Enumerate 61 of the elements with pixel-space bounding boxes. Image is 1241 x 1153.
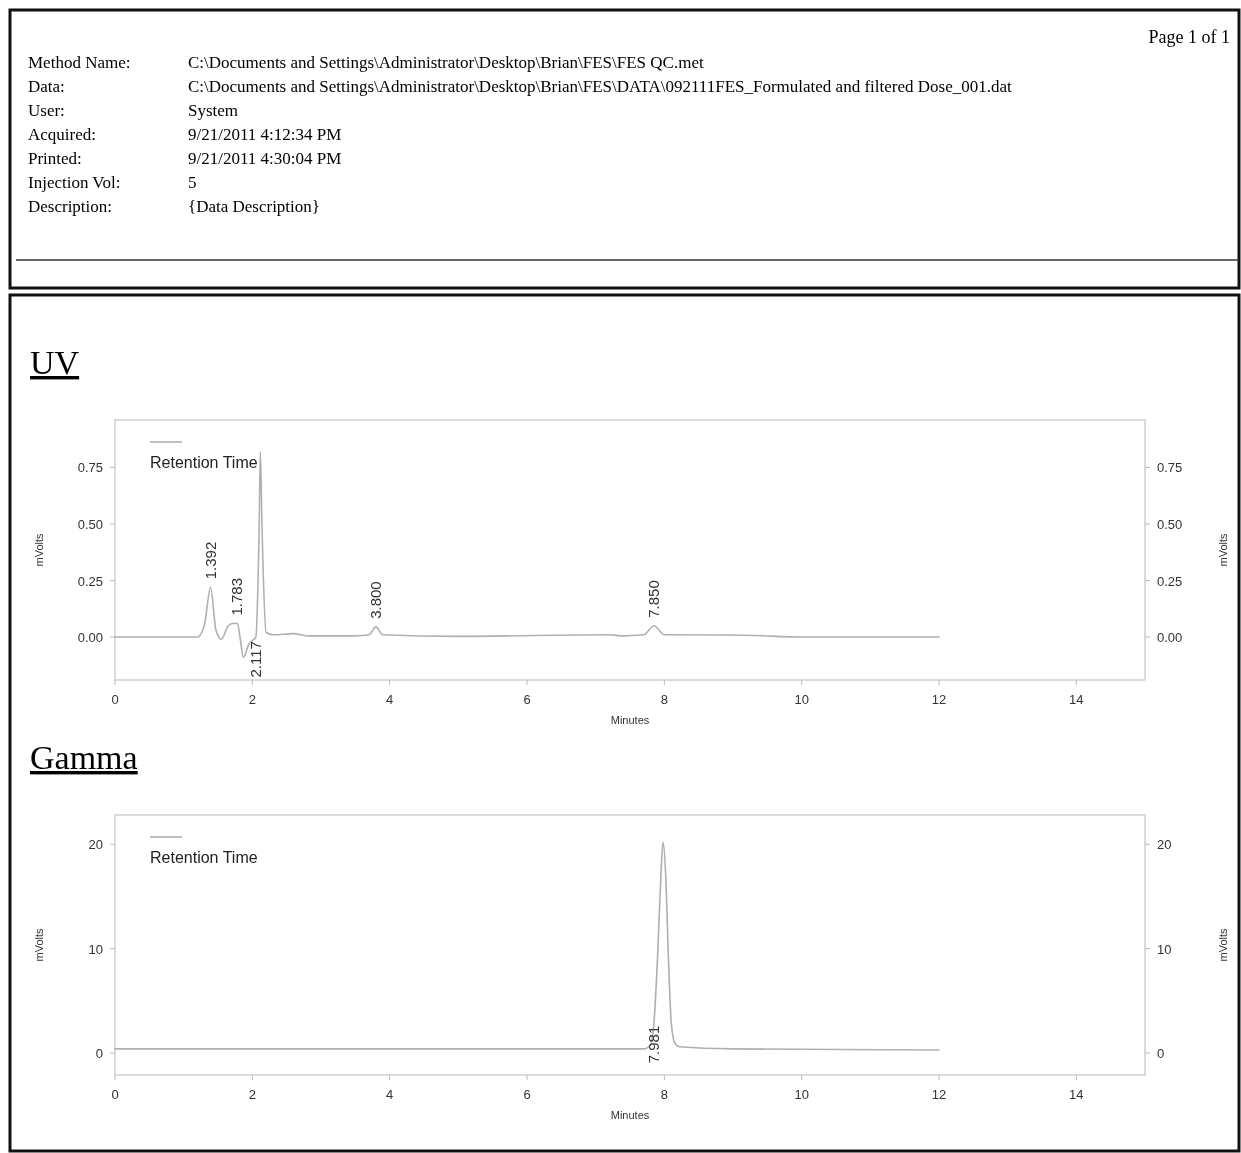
annotation: 3.800	[366, 581, 384, 619]
y2-tick-label: 0.50	[1157, 517, 1183, 532]
y2-tick-label: 0.00	[1157, 630, 1183, 646]
y2-tick-label: 20	[1157, 837, 1172, 853]
text: Acquired:	[28, 125, 96, 144]
x-tick-label: 12	[931, 692, 947, 707]
text: 5	[188, 173, 197, 192]
y-tick-label: 0.75	[77, 460, 103, 476]
text: Data:	[28, 77, 65, 96]
x-axis-title: Minutes	[610, 1109, 650, 1121]
text: 9/21/2011 4:12:34 PM	[188, 125, 342, 144]
annotation: 7.981	[645, 1025, 663, 1064]
annotation: 7.850	[645, 580, 663, 618]
annotation: 1.392	[201, 541, 219, 580]
y-tick-label: 10	[88, 941, 103, 957]
x-tick-label: 8	[660, 1087, 668, 1102]
annotation: 2.117	[246, 641, 264, 678]
text: C:\Documents and Settings\Administrator\Desktop\Brian\FES\DATA\092111FES_Formulated and filtered Dose_001.dat	[188, 77, 1012, 96]
text: C:\Documents and Settings\Administrator\Desktop\Brian\FES\FES QC.met	[188, 53, 704, 72]
y-tick-label: 0	[95, 1046, 103, 1062]
x-tick-label: 6	[523, 692, 531, 707]
y-tick-label: 0.00	[77, 630, 103, 646]
y-axis-title: mVolts	[33, 533, 45, 567]
y-axis-title: mVolts	[33, 928, 45, 962]
x-tick-label: 12	[931, 1087, 947, 1102]
y2-tick-label: 0.75	[1157, 460, 1183, 476]
y-tick-label: 20	[88, 837, 103, 853]
x-tick-label: 14	[1069, 692, 1084, 707]
y2-axis-title: mVolts	[1217, 928, 1229, 962]
legend-label: Retention Time	[150, 454, 258, 471]
x-tick-label: 14	[1069, 1087, 1084, 1102]
y2-axis-title: mVolts	[1217, 533, 1229, 567]
x-tick-label: 8	[660, 692, 668, 707]
x-tick-label: 6	[523, 1087, 531, 1102]
text: Printed:	[28, 149, 82, 168]
y2-tick-label: 0	[1157, 1046, 1165, 1062]
text: {Data Description}	[188, 197, 320, 216]
text: System	[188, 101, 239, 120]
y2-tick-label: 0.25	[1157, 573, 1183, 589]
x-axis-title: Minutes	[610, 714, 650, 726]
text: User:	[28, 101, 65, 120]
text: Method Name:	[28, 53, 131, 72]
x-tick-label: 0	[111, 1087, 119, 1102]
chart-title: UV	[30, 344, 80, 381]
x-tick-label: 2	[248, 692, 256, 707]
x-tick-label: 4	[386, 692, 394, 707]
x-tick-label: 10	[794, 1087, 809, 1102]
annotation: 1.783	[228, 577, 246, 616]
x-tick-label: 4	[386, 1087, 394, 1102]
x-tick-label: 10	[794, 692, 809, 707]
chart-title: Gamma	[30, 739, 138, 776]
y2-tick-label: 10	[1157, 941, 1172, 957]
x-tick-label: 2	[248, 1087, 256, 1102]
x-tick-label: 0	[111, 692, 119, 707]
y-tick-label: 0.50	[77, 517, 103, 532]
legend-label: Retention Time	[150, 849, 258, 866]
y-tick-label: 0.25	[77, 573, 103, 589]
text: Description:	[28, 197, 113, 216]
text: Injection Vol:	[28, 173, 121, 192]
text: Page 1 of 1	[1148, 27, 1230, 47]
text: 9/21/2011 4:30:04 PM	[188, 149, 342, 168]
